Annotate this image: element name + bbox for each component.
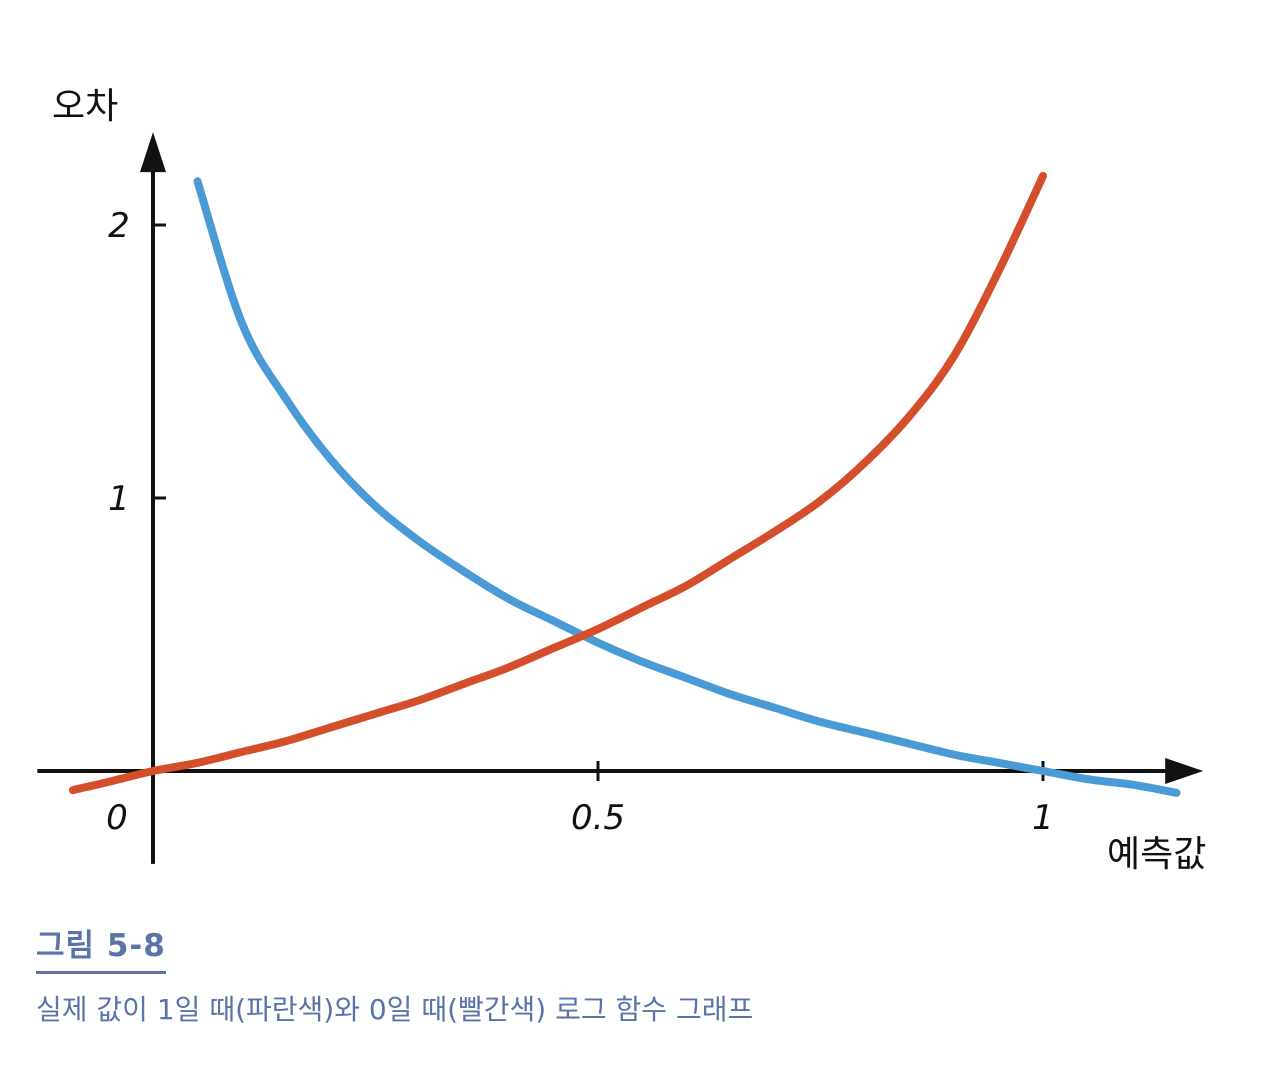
figure-title: 그림 5-8: [36, 920, 166, 974]
blue-series-line: [193, 177, 1181, 797]
x-axis-label: 예측값: [1107, 834, 1206, 875]
y-axis-arrow: [140, 132, 166, 173]
x-tick-label: 0: [106, 798, 128, 838]
red-series-line: [68, 171, 1047, 795]
series-lines: [68, 171, 1181, 797]
y-axis-label: 오차: [52, 86, 118, 127]
figure-caption: 실제 값이 1일 때(파란색)와 0일 때(빨간색) 로그 함수 그래프: [36, 993, 754, 1026]
y-tick-label: 1: [108, 479, 130, 519]
x-tick-label: 1: [1032, 798, 1054, 838]
axis-labels: 오차 예측값: [52, 86, 1206, 875]
log-loss-chart: 0 0.5 1 1 2 오차 예측값: [37, 86, 1206, 875]
x-axis-arrow: [1165, 758, 1204, 784]
axes: 0 0.5 1 1 2: [37, 132, 1204, 864]
x-tick-label: 0.5: [571, 798, 625, 838]
y-tick-label: 2: [108, 206, 130, 246]
